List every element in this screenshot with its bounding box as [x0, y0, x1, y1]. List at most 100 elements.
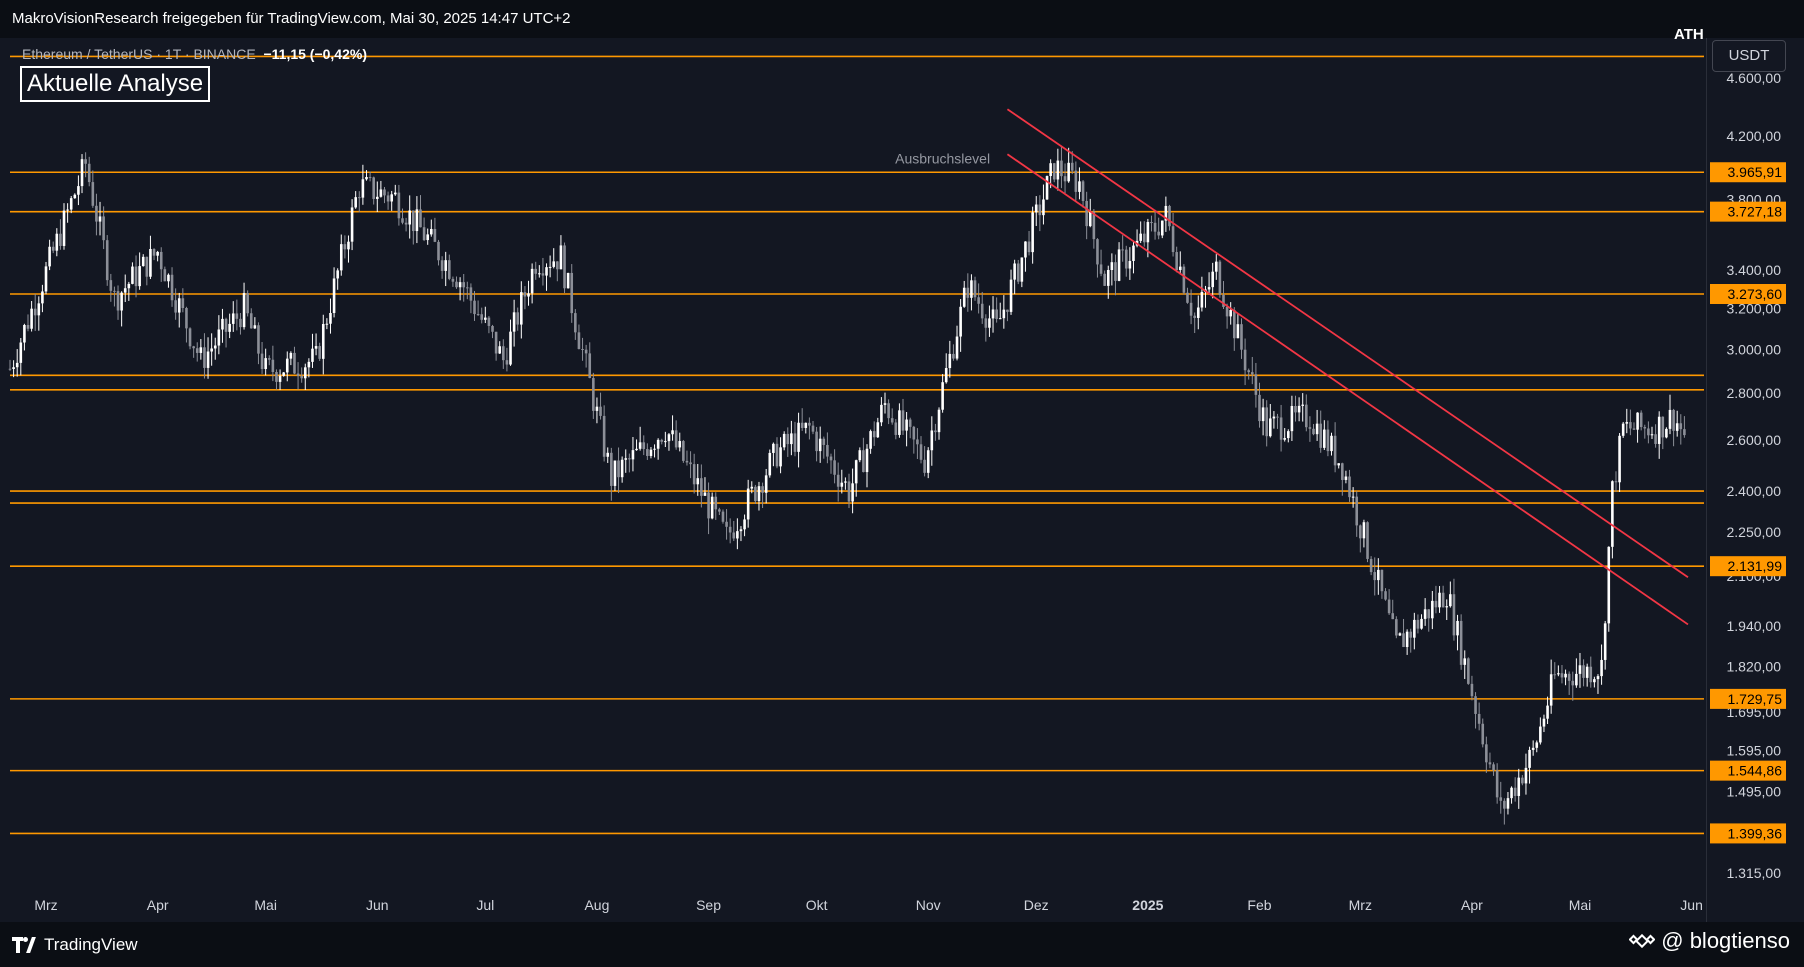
tradingview-logo[interactable]: TradingView — [12, 935, 138, 955]
level-price-tag — [1710, 201, 1786, 222]
candle-body — [649, 449, 653, 456]
tradingview-icon — [12, 937, 38, 953]
candle-body — [1510, 787, 1513, 799]
candle-body — [473, 300, 476, 315]
candle-body — [556, 261, 559, 270]
candle-body — [1456, 620, 1459, 636]
candle-body — [754, 486, 757, 502]
candle-body — [12, 367, 15, 370]
candle-body — [1034, 204, 1038, 213]
candle-body — [1240, 324, 1243, 350]
candle-body — [1499, 797, 1503, 801]
candle-body — [275, 372, 278, 382]
candle-body — [1031, 212, 1034, 253]
candle-body — [995, 309, 998, 319]
tradingview-brand: TradingView — [44, 935, 138, 954]
candle-body — [610, 452, 613, 486]
candle-body — [113, 290, 116, 292]
candle-body — [199, 347, 203, 353]
candle-body — [145, 256, 149, 277]
candle-body — [1222, 294, 1225, 307]
candle-body — [314, 346, 318, 349]
candle-body — [991, 309, 995, 319]
candle-body — [185, 308, 188, 329]
candle-body — [217, 329, 221, 346]
candle-body — [375, 196, 379, 199]
candle-body — [743, 519, 746, 530]
candle-body — [894, 422, 898, 435]
candle-body — [682, 441, 685, 461]
candle-body — [1193, 315, 1196, 318]
candle-body — [905, 419, 908, 431]
candle-body — [1391, 613, 1395, 620]
candle-body — [1056, 160, 1060, 180]
candle-body — [249, 313, 253, 329]
candle-body — [401, 218, 404, 223]
candle-body — [628, 458, 631, 460]
candle-body — [1683, 429, 1686, 436]
candle-body — [1297, 405, 1301, 413]
candle-body — [674, 430, 678, 448]
level-price-label: 3.965,91 — [1728, 164, 1783, 180]
candle-body — [1232, 309, 1236, 339]
candle-body — [808, 422, 811, 426]
candle-body — [1585, 666, 1589, 678]
symbol-legend[interactable]: Ethereum / TetherUS · 1T · BINANCE −11,1… — [22, 46, 367, 62]
candle-body — [880, 404, 883, 423]
candle-body — [1506, 798, 1510, 809]
y-tick-label: 3.000,00 — [1727, 341, 1782, 357]
candle-body — [1463, 658, 1467, 665]
candle-body — [1114, 262, 1117, 281]
candle-body — [239, 318, 242, 328]
candle-body — [15, 362, 19, 368]
candle-body — [1632, 428, 1636, 430]
candle-body — [203, 347, 206, 368]
y-tick-label: 2.600,00 — [1727, 432, 1782, 448]
candle-body — [1654, 434, 1657, 444]
candle-body — [1359, 525, 1362, 539]
candle-body — [440, 260, 444, 271]
candle-body — [494, 331, 498, 354]
candle-body — [1434, 600, 1438, 608]
candle-body — [768, 452, 772, 476]
author-handle[interactable]: @ blogtienso — [1629, 928, 1790, 954]
candle-body — [1006, 309, 1009, 312]
candle-body — [984, 318, 988, 328]
candle-body — [1016, 263, 1020, 282]
y-tick-label: 2.400,00 — [1727, 483, 1782, 499]
candle-body — [120, 292, 123, 311]
candle-body — [1333, 435, 1337, 466]
candle-body — [1099, 264, 1103, 274]
candle-body — [354, 197, 357, 208]
candle-body — [541, 273, 545, 276]
candle-body — [1647, 428, 1650, 436]
candle-body — [1521, 777, 1524, 784]
candle-body — [33, 308, 37, 316]
candle-body — [707, 492, 710, 519]
candle-body — [592, 378, 595, 411]
candle-body — [1513, 787, 1517, 796]
candle-body — [725, 521, 728, 527]
candle-body — [1261, 407, 1265, 422]
candle-body — [329, 312, 332, 324]
candle-body — [620, 459, 624, 478]
level-price-tag — [1710, 556, 1786, 577]
candle-body — [404, 222, 408, 225]
candle-body — [919, 444, 923, 460]
candle-body — [559, 245, 563, 270]
candle-body — [1445, 606, 1449, 608]
candle-body — [59, 233, 62, 246]
candle-body — [793, 433, 797, 452]
candle-body — [1218, 261, 1222, 295]
candle-body — [689, 462, 692, 465]
candle-body — [829, 456, 833, 461]
candle-body — [862, 450, 865, 473]
candle-body — [1290, 405, 1294, 432]
candle-body — [739, 529, 743, 532]
candle-body — [1539, 726, 1542, 743]
candle-body — [1431, 600, 1434, 619]
currency-button[interactable]: USDT — [1712, 40, 1786, 72]
annotations: Ausbruchslevel — [895, 151, 990, 167]
candle-body — [231, 313, 235, 324]
